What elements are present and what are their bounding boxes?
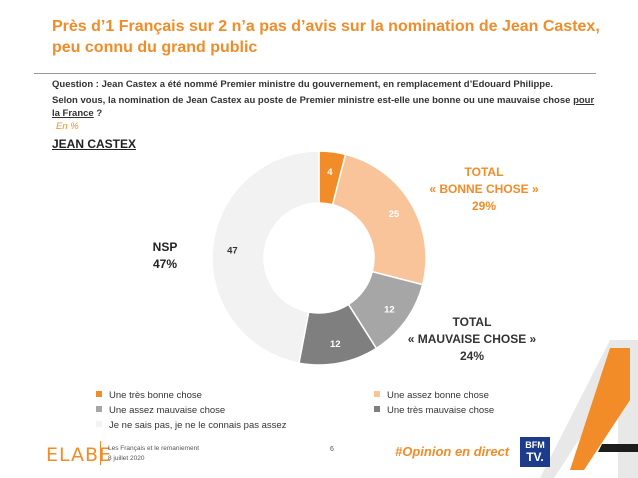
legend-label-3: Une très mauvaise chose	[387, 405, 495, 416]
question-line-2-emphasis: pour la France	[52, 95, 595, 119]
donut-slice-label-3: 12	[330, 339, 341, 350]
legend-swatch-0	[96, 391, 102, 397]
page-number: 6	[330, 446, 334, 453]
total-mauvaise-chose: TOTAL « MAUVAISE CHOSE » 24%	[402, 314, 542, 365]
donut-slice-label-1: 25	[389, 209, 400, 220]
legend-item-1: Une assez bonne chose	[374, 390, 489, 401]
question-line-2-text: Selon vous, la nomination de Jean Castex…	[52, 95, 574, 106]
legend-item-2: Une assez mauvaise chose	[96, 405, 225, 416]
legend-item-3: Une très mauvaise chose	[374, 405, 494, 416]
elabe-logo: ELABE	[46, 444, 113, 466]
nsp-value: 47%	[152, 257, 178, 271]
legend-swatch-2	[96, 406, 102, 412]
nsp-total: NSP 47%	[130, 239, 200, 273]
legend-label-1: Une assez bonne chose	[387, 390, 489, 401]
question-line-2-end: ?	[93, 108, 103, 119]
total-mauvaise-value: 24%	[459, 349, 485, 363]
total-bonne-line1: TOTAL	[464, 165, 504, 179]
footer-separator	[100, 441, 101, 465]
legend-item-0: Une très bonne chose	[96, 390, 202, 401]
nsp-line1: NSP	[152, 240, 178, 254]
total-bonne-line2: « BONNE CHOSE »	[429, 182, 539, 196]
legend-swatch-1	[374, 391, 380, 397]
footer-study-title: Les Français et le remaniement	[108, 445, 200, 452]
question-line-1: Question : Jean Castex a été nommé Premi…	[52, 79, 553, 90]
donut-slice-label-0: 4	[327, 167, 333, 178]
donut-slice-label-4: 47	[227, 245, 238, 256]
donut-slice-1	[331, 153, 427, 286]
total-mauvaise-line2: « MAUVAISE CHOSE »	[407, 332, 537, 346]
subject-label: JEAN CASTEX	[52, 137, 137, 151]
donut-slice-labels: 4 25 12 12 47	[227, 167, 400, 350]
bfmtv-logo-line1: BFM	[525, 440, 545, 450]
total-bonne-chose: TOTAL « BONNE CHOSE » 29%	[414, 164, 554, 215]
bfmtv-logo: BFM TV.	[520, 437, 550, 467]
legend-label-0: Une très bonne chose	[109, 390, 202, 401]
total-bonne-value: 29%	[471, 199, 497, 213]
elabe-decorative-mark	[540, 340, 638, 478]
legend-label-2: Une assez mauvaise chose	[109, 405, 226, 416]
legend-swatch-4	[96, 421, 102, 427]
footer-date: 8 juillet 2020	[108, 455, 145, 462]
question-line-2: Selon vous, la nomination de Jean Castex…	[52, 94, 602, 120]
title-divider	[34, 73, 596, 74]
bfmtv-logo-line2: TV.	[526, 450, 544, 464]
total-mauvaise-line1: TOTAL	[452, 315, 492, 329]
hashtag: #Opinion en direct	[395, 444, 510, 459]
donut-slice-label-2: 12	[384, 305, 395, 316]
page-title: Près d’1 Français sur 2 n’a pas d’avis s…	[52, 18, 600, 56]
donut-slices	[211, 150, 427, 366]
unit-label: En %	[56, 121, 79, 132]
legend-swatch-3	[374, 406, 380, 412]
legend-item-4: Je ne sais pas, je ne le connais pas ass…	[96, 420, 286, 431]
donut-slice-4	[211, 150, 320, 364]
legend-label-4: Je ne sais pas, je ne le connais pas ass…	[109, 420, 287, 431]
